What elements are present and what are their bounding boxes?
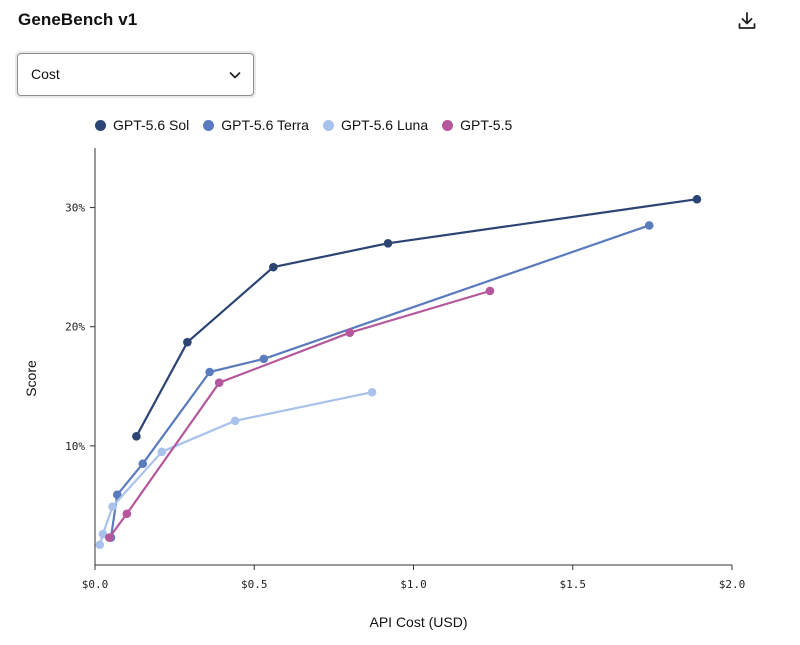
- data-point-gpt-5-6-terra: [112, 490, 122, 500]
- data-point-gpt-5-6-sol: [692, 194, 702, 204]
- series-line-gpt-5-6-luna: [98, 391, 373, 546]
- series-line-gpt-5-6-sol: [135, 198, 698, 437]
- x-axis-label: API Cost (USD): [369, 614, 467, 630]
- data-point-gpt-5-5: [485, 286, 495, 296]
- legend-label: GPT-5.5: [460, 117, 513, 133]
- x-tick-label: $1.5: [560, 578, 587, 591]
- chart-title: GeneBench v1: [18, 10, 138, 29]
- y-tick-label: 20%: [65, 321, 85, 334]
- data-point-gpt-5-5: [345, 328, 355, 337]
- series-line-gpt-5-6-terra: [109, 224, 650, 538]
- data-point-gpt-5-6-sol: [183, 337, 192, 347]
- legend-marker: [322, 119, 334, 131]
- data-point-gpt-5-6-luna: [367, 387, 377, 397]
- chart-legend: GPT-5.6 Sol GPT-5.6 Terra GPT-5.6 Luna GPT-…: [95, 115, 526, 135]
- data-point-gpt-5-6-luna: [95, 540, 105, 550]
- legend-label: GPT-5.6 Sol: [113, 117, 190, 133]
- download-icon[interactable]: [736, 10, 758, 32]
- x-tick-label: $0.0: [82, 578, 109, 591]
- metric-select-wrapper: Cost: [15, 51, 256, 98]
- data-point-gpt-5-6-terra: [644, 221, 654, 230]
- series-line-gpt-5-5: [108, 289, 491, 539]
- data-point-gpt-5-6-luna: [230, 416, 240, 426]
- chart-plot-area: $0.0 $0.5 $1.0 $1.5 $2.0 10% 20% 30% API Cost (U…: [23, 148, 746, 630]
- data-point-gpt-5-6-luna: [157, 447, 167, 457]
- data-point-gpt-5-6-terra: [205, 367, 214, 377]
- legend-marker: [442, 119, 454, 131]
- y-tick-label: 10%: [65, 440, 85, 453]
- data-point-gpt-5-6-terra: [138, 459, 148, 469]
- x-tick-label: $2.0: [719, 578, 746, 591]
- y-axis-label: Score: [23, 360, 39, 397]
- data-point-gpt-5-6-luna: [108, 502, 117, 511]
- legend-label: GPT-5.6 Terra: [221, 117, 309, 133]
- legend-marker: [203, 119, 215, 131]
- data-point-gpt-5-6-sol: [132, 432, 141, 441]
- data-point-gpt-5-6-sol: [269, 262, 278, 272]
- y-tick-label: 30%: [65, 202, 85, 215]
- data-point-gpt-5-5: [214, 378, 224, 388]
- legend-marker: [95, 119, 106, 131]
- legend-item: GPT-5.6 Sol: [95, 117, 189, 133]
- x-tick-label: $1.0: [400, 578, 427, 591]
- legend-item: GPT-5.6 Luna: [322, 117, 429, 133]
- chevron-down-icon: [228, 68, 242, 82]
- legend-label: GPT-5.6 Luna: [340, 117, 429, 133]
- metric-select-value: Cost: [31, 66, 60, 82]
- legend-item: GPT-5.5: [442, 117, 512, 133]
- data-point-gpt-5-6-terra: [259, 354, 269, 364]
- x-tick-label: $0.5: [241, 578, 268, 591]
- data-point-gpt-5-6-sol: [383, 239, 393, 248]
- data-point-gpt-5-5: [122, 509, 132, 519]
- metric-select[interactable]: Cost: [17, 53, 254, 96]
- data-point-gpt-5-6-luna: [98, 529, 108, 539]
- chart-header: GeneBench v1: [18, 8, 758, 34]
- legend-item: GPT-5.6 Terra: [203, 117, 309, 133]
- data-point-gpt-5-5: [105, 533, 114, 542]
